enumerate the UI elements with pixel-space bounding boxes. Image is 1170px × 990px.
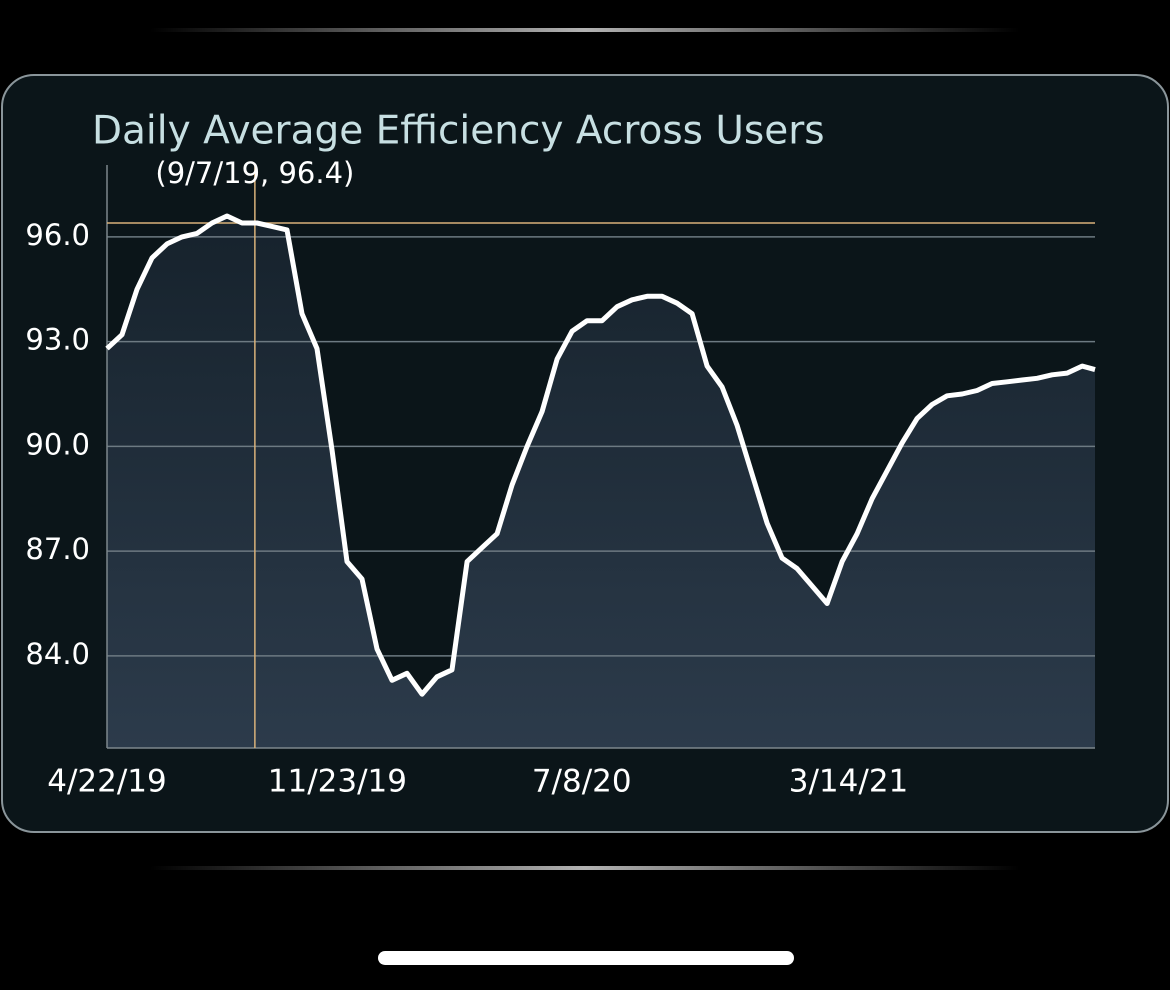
chart-title: Daily Average Efficiency Across Users: [92, 109, 825, 154]
y-tick-label: 84.0: [25, 637, 90, 671]
x-tick-label: 7/8/20: [532, 764, 632, 800]
glow-bottom: [150, 866, 1020, 870]
plot: 84.0 87.0 90.0 93.0 96.0 4/22/19 11/23/19 7/8/2…: [25, 156, 1096, 800]
x-tick-label: 11/23/19: [268, 764, 407, 800]
y-tick-label: 87.0: [25, 532, 90, 566]
annotation-label: (9/7/19, 96.4): [155, 156, 354, 190]
x-tick-label: 3/14/21: [789, 764, 909, 800]
line: [105, 213, 1096, 697]
area-fill: [107, 216, 1095, 748]
x-tick-label: 4/22/19: [47, 764, 167, 800]
y-tick-label: 93.0: [25, 323, 90, 357]
glow-top: [150, 28, 1020, 32]
y-tick-label: 90.0: [25, 427, 90, 461]
home-indicator: [378, 951, 794, 965]
y-tick-label: 96.0: [25, 218, 90, 252]
